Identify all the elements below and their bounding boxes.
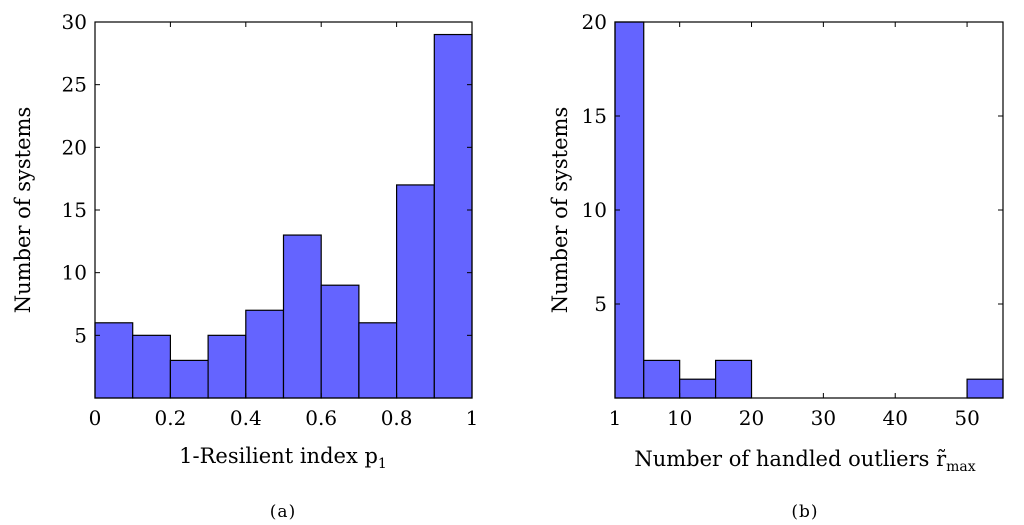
chart-b-xtick-label-4: 40: [882, 406, 907, 430]
chart-a-xtick-label-5: 1: [466, 406, 479, 430]
chart-b-xtick-label-5: 50: [954, 406, 979, 430]
chart-a-ytick-label-1: 10: [62, 261, 87, 285]
chart-a-xlabel: 1-Resilient index p1: [179, 444, 387, 472]
chart-b-ylabel: Number of systems: [548, 107, 572, 313]
chart-a-ytick-label-5: 30: [62, 10, 87, 34]
chart-a-bars: [94, 33, 473, 399]
chart-b-xtick-label-3: 30: [811, 406, 836, 430]
chart-a-xtick-label-1: 0.2: [154, 406, 186, 430]
chart-b-frame: [614, 21, 1004, 399]
chart-b-xtick-label-1: 10: [667, 406, 692, 430]
chart-b-bar-1: [643, 359, 681, 399]
chart-b-xtick-label-0: 1: [609, 406, 622, 430]
chart-a-ytick-label-2: 15: [62, 198, 87, 222]
chart-a-bar-9: [433, 33, 473, 399]
chart-b: 1 10 20 30 40 50 5 10 15 20 Number of systems Num…: [548, 10, 1004, 522]
chart-b-ytick-label-0: 5: [594, 292, 607, 316]
chart-b-ticks: 1 10 20 30 40 50 5 10 15 20: [582, 10, 1003, 430]
chart-a-xtick-label-4: 0.8: [381, 406, 413, 430]
chart-a-ytick-label-4: 25: [62, 73, 87, 97]
chart-b-caption: (b): [791, 502, 818, 522]
chart-a-bar-5: [282, 234, 322, 399]
chart-a-bar-0: [94, 322, 134, 399]
chart-b-bar-4: [966, 378, 1004, 399]
chart-a-xtick-label-2: 0.4: [230, 406, 262, 430]
chart-b-bars: [614, 21, 1004, 399]
chart-b-xtick-label-2: 20: [739, 406, 764, 430]
chart-a-ytick-label-0: 5: [74, 323, 87, 347]
chart-a-bar-2: [169, 359, 209, 399]
chart-a-bar-7: [358, 322, 398, 399]
chart-a-bar-1: [132, 334, 171, 399]
chart-b-ytick-label-1: 10: [582, 198, 607, 222]
chart-b-bar-2: [679, 378, 717, 399]
chart-a-xtick-label-0: 0: [89, 406, 102, 430]
chart-a-bar-4: [245, 309, 285, 399]
chart-a-bar-6: [320, 284, 360, 399]
chart-b-ytick-label-2: 15: [582, 104, 607, 128]
chart-a-xtick-label-3: 0.6: [305, 406, 337, 430]
chart-a-ylabel: Number of systems: [11, 107, 35, 313]
chart-a-bar-8: [396, 184, 435, 399]
chart-a-bar-3: [207, 334, 247, 399]
chart-b-xlabel: Number of handled outliers r̃max: [634, 447, 975, 475]
chart-b-ytick-label-3: 20: [582, 10, 607, 34]
chart-a-ytick-label-3: 20: [62, 135, 87, 159]
chart-b-bar-3: [714, 359, 753, 399]
chart-a-caption: (a): [270, 502, 296, 522]
